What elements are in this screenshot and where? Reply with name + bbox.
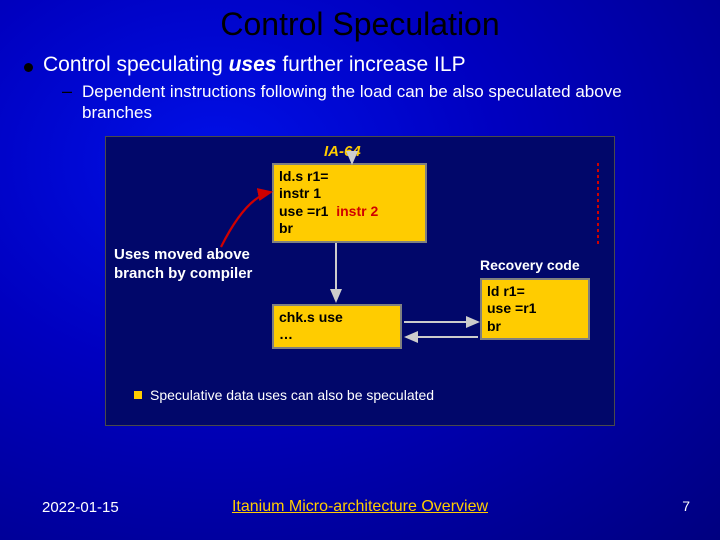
spec-note-text: Speculative data uses can also be specul… [150, 387, 434, 403]
box3-line3: br [487, 318, 583, 336]
page-number: 7 [682, 498, 690, 514]
spec-note-square-icon [134, 391, 142, 399]
footer-title: Itanium Micro-architecture Overview [0, 498, 720, 516]
recovery-label: Recovery code [480, 257, 580, 273]
sub-bullet-text: Dependent instructions following the loa… [82, 81, 690, 124]
box2-line2: … [279, 326, 395, 344]
box1-line3b: instr 2 [336, 203, 378, 219]
box1-line3: use =r1 instr 2 [279, 203, 420, 221]
bullet-uses: uses [229, 53, 277, 76]
bullet-text: Control speculating uses further increas… [43, 53, 466, 77]
sub-bullet-row: – Dependent instructions following the l… [0, 81, 720, 124]
spec-note-row: Speculative data uses can also be specul… [134, 387, 434, 403]
code-box-3: ld r1= use =r1 br [480, 278, 590, 341]
code-box-2: chk.s use … [272, 304, 402, 349]
slide-title: Control Speculation [0, 0, 720, 43]
bullet-post: further increase ILP [276, 53, 465, 76]
box1-line1: ld.s r1= [279, 168, 420, 186]
diagram-panel: IA-64 Uses moved above branch by compile… [105, 136, 615, 426]
box1-line4: br [279, 220, 420, 238]
bullet-row: Control speculating uses further increas… [0, 53, 720, 77]
uses-moved-label: Uses moved above branch by compiler [114, 245, 254, 284]
sub-bullet-dash: – [62, 81, 72, 102]
code-box-1: ld.s r1= instr 1 use =r1 instr 2 br [272, 163, 427, 243]
bullet-pre: Control speculating [43, 53, 229, 76]
box2-line1: chk.s use [279, 309, 395, 327]
box1-line3a: use =r1 [279, 203, 328, 219]
box3-line1: ld r1= [487, 283, 583, 301]
box1-line2: instr 1 [279, 185, 420, 203]
diagram-heading: IA-64 [324, 143, 361, 160]
box3-line2: use =r1 [487, 300, 583, 318]
bullet-dot [24, 63, 33, 72]
